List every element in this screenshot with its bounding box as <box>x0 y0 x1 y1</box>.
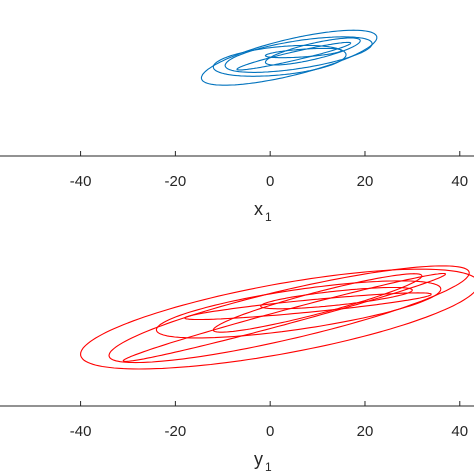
top-trajectory-loop <box>236 41 352 71</box>
top-x-tick-label: 20 <box>357 173 374 190</box>
bottom-series <box>80 265 474 370</box>
top-x-axis-label: x 1 <box>254 199 272 224</box>
top-x-tick-label: -20 <box>165 173 187 190</box>
top-trajectory-loop <box>224 36 373 73</box>
bottom-x-tick-label: -40 <box>70 423 92 440</box>
bottom-x-axis-label: y 1 <box>254 449 272 474</box>
top-plot: -40 -20 0 20 40 x 1 <box>0 29 474 224</box>
top-x-axis-label-main: x <box>254 199 263 219</box>
bottom-x-axis-label-main: y <box>254 449 263 469</box>
bottom-x-tick-label: 40 <box>451 423 468 440</box>
bottom-x-tick-label: 20 <box>357 423 374 440</box>
top-series <box>200 29 378 86</box>
bottom-x-tick-label: -20 <box>165 423 187 440</box>
bottom-x-axis-label-subscript: 1 <box>265 460 272 474</box>
top-x-tick-label: 40 <box>451 173 468 190</box>
top-trajectory-loop <box>264 47 342 59</box>
top-x-axis-label-subscript: 1 <box>265 210 272 224</box>
bottom-trajectory-loop <box>260 286 413 310</box>
bottom-trajectory-loop <box>184 292 432 321</box>
bottom-plot: -40 -20 0 20 40 y 1 <box>0 265 474 474</box>
top-x-ticks: -40 -20 0 20 40 <box>70 151 468 190</box>
top-x-tick-label: -40 <box>70 173 92 190</box>
bottom-trajectory-loop <box>80 268 474 370</box>
bottom-trajectory-loop <box>122 272 447 362</box>
top-trajectory-loop <box>212 44 347 77</box>
bottom-trajectory-loop <box>155 280 442 339</box>
bottom-x-tick-label: 0 <box>266 423 274 440</box>
bottom-x-ticks: -40 -20 0 20 40 <box>70 401 468 440</box>
top-x-tick-label: 0 <box>266 173 274 190</box>
bottom-trajectory-loop <box>108 265 470 364</box>
